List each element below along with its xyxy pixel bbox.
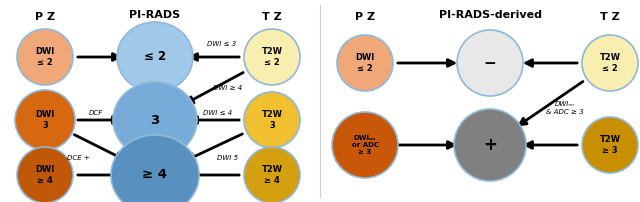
Text: −: − [484, 56, 497, 70]
Text: DWI
3: DWI 3 [35, 110, 54, 130]
Text: DWI
≥ 4: DWI ≥ 4 [35, 165, 54, 185]
Text: 3: 3 [150, 114, 159, 126]
Text: ≥ 4: ≥ 4 [143, 168, 168, 182]
Text: DWIₙₙ
or ADC
≥ 3: DWIₙₙ or ADC ≥ 3 [351, 135, 378, 155]
Ellipse shape [15, 90, 75, 150]
Text: T2W
≤ 2: T2W ≤ 2 [262, 47, 282, 67]
Text: DWI 5: DWI 5 [218, 155, 239, 161]
Text: +: + [483, 136, 497, 154]
Text: T Z: T Z [262, 12, 282, 22]
Text: ≤ 2: ≤ 2 [144, 50, 166, 63]
Ellipse shape [582, 35, 638, 91]
Text: DWIₙₙ
& ADC ≥ 3: DWIₙₙ & ADC ≥ 3 [546, 101, 584, 115]
Text: DWI ≤ 3: DWI ≤ 3 [207, 41, 237, 47]
Text: T2W
≤ 2: T2W ≤ 2 [600, 53, 621, 73]
Ellipse shape [17, 29, 73, 85]
Text: DWI
≤ 2: DWI ≤ 2 [35, 47, 54, 67]
Text: DWI ≤ 4: DWI ≤ 4 [204, 110, 232, 116]
Ellipse shape [111, 135, 199, 202]
Text: PI-RADS: PI-RADS [129, 10, 180, 20]
Text: DWI ≥ 4: DWI ≥ 4 [213, 85, 243, 91]
Ellipse shape [244, 29, 300, 85]
Text: P Z: P Z [35, 12, 55, 22]
Ellipse shape [457, 30, 523, 96]
Text: DCE +: DCE + [67, 155, 90, 161]
Text: T2W
≥ 4: T2W ≥ 4 [262, 165, 282, 185]
Ellipse shape [117, 22, 193, 92]
Ellipse shape [332, 112, 398, 178]
Text: DWI
≤ 2: DWI ≤ 2 [355, 53, 374, 73]
Ellipse shape [113, 82, 197, 158]
Text: T Z: T Z [600, 12, 620, 22]
Ellipse shape [17, 147, 73, 202]
Text: PI-RADS-derived: PI-RADS-derived [438, 10, 541, 20]
Text: DCF: DCF [89, 110, 103, 116]
Ellipse shape [454, 109, 526, 181]
Text: P Z: P Z [355, 12, 375, 22]
Ellipse shape [582, 117, 638, 173]
Ellipse shape [337, 35, 393, 91]
Ellipse shape [244, 147, 300, 202]
Text: T2W
≥ 3: T2W ≥ 3 [600, 135, 621, 155]
Ellipse shape [244, 92, 300, 148]
Text: T2W
3: T2W 3 [262, 110, 282, 130]
